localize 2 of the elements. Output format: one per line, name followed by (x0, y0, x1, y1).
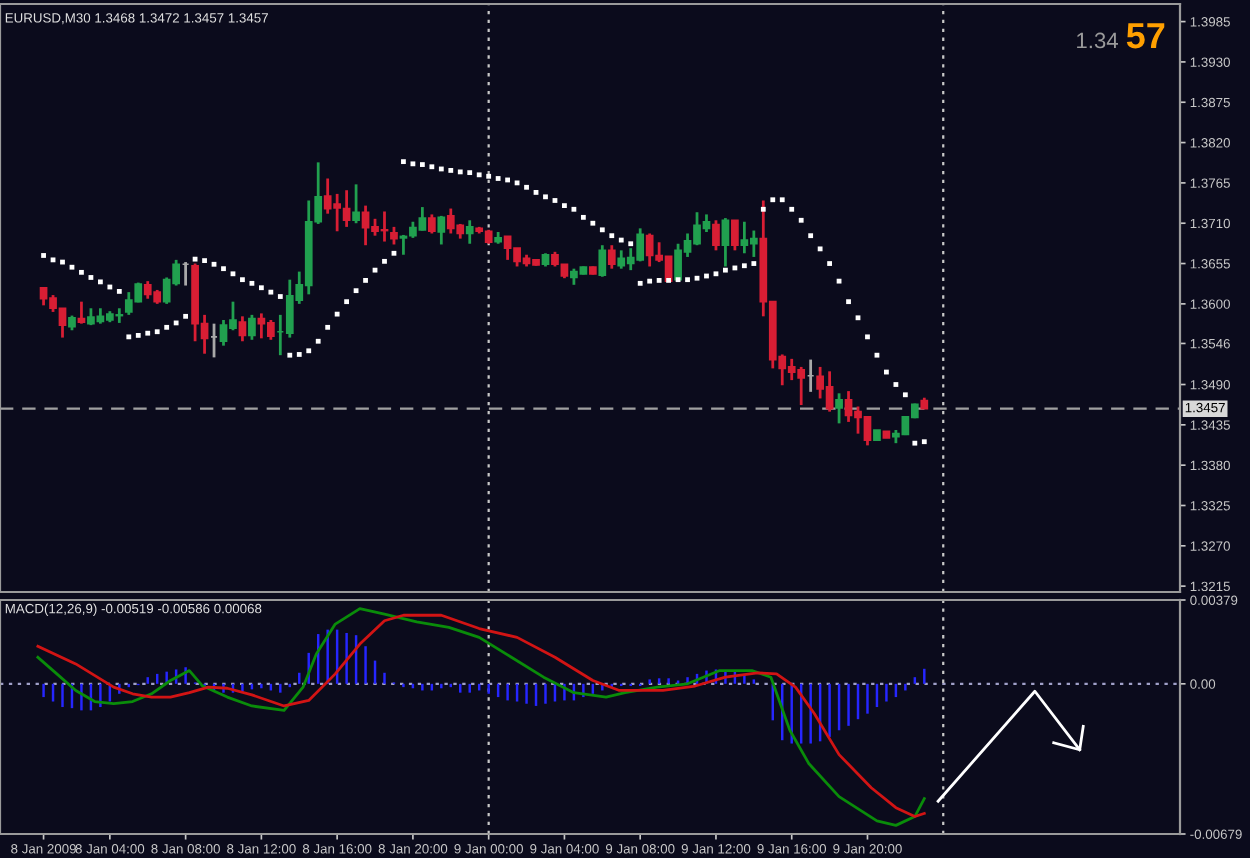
annotation: 57 (1126, 23, 1165, 49)
annotation: 1.34 (1077, 32, 1118, 49)
